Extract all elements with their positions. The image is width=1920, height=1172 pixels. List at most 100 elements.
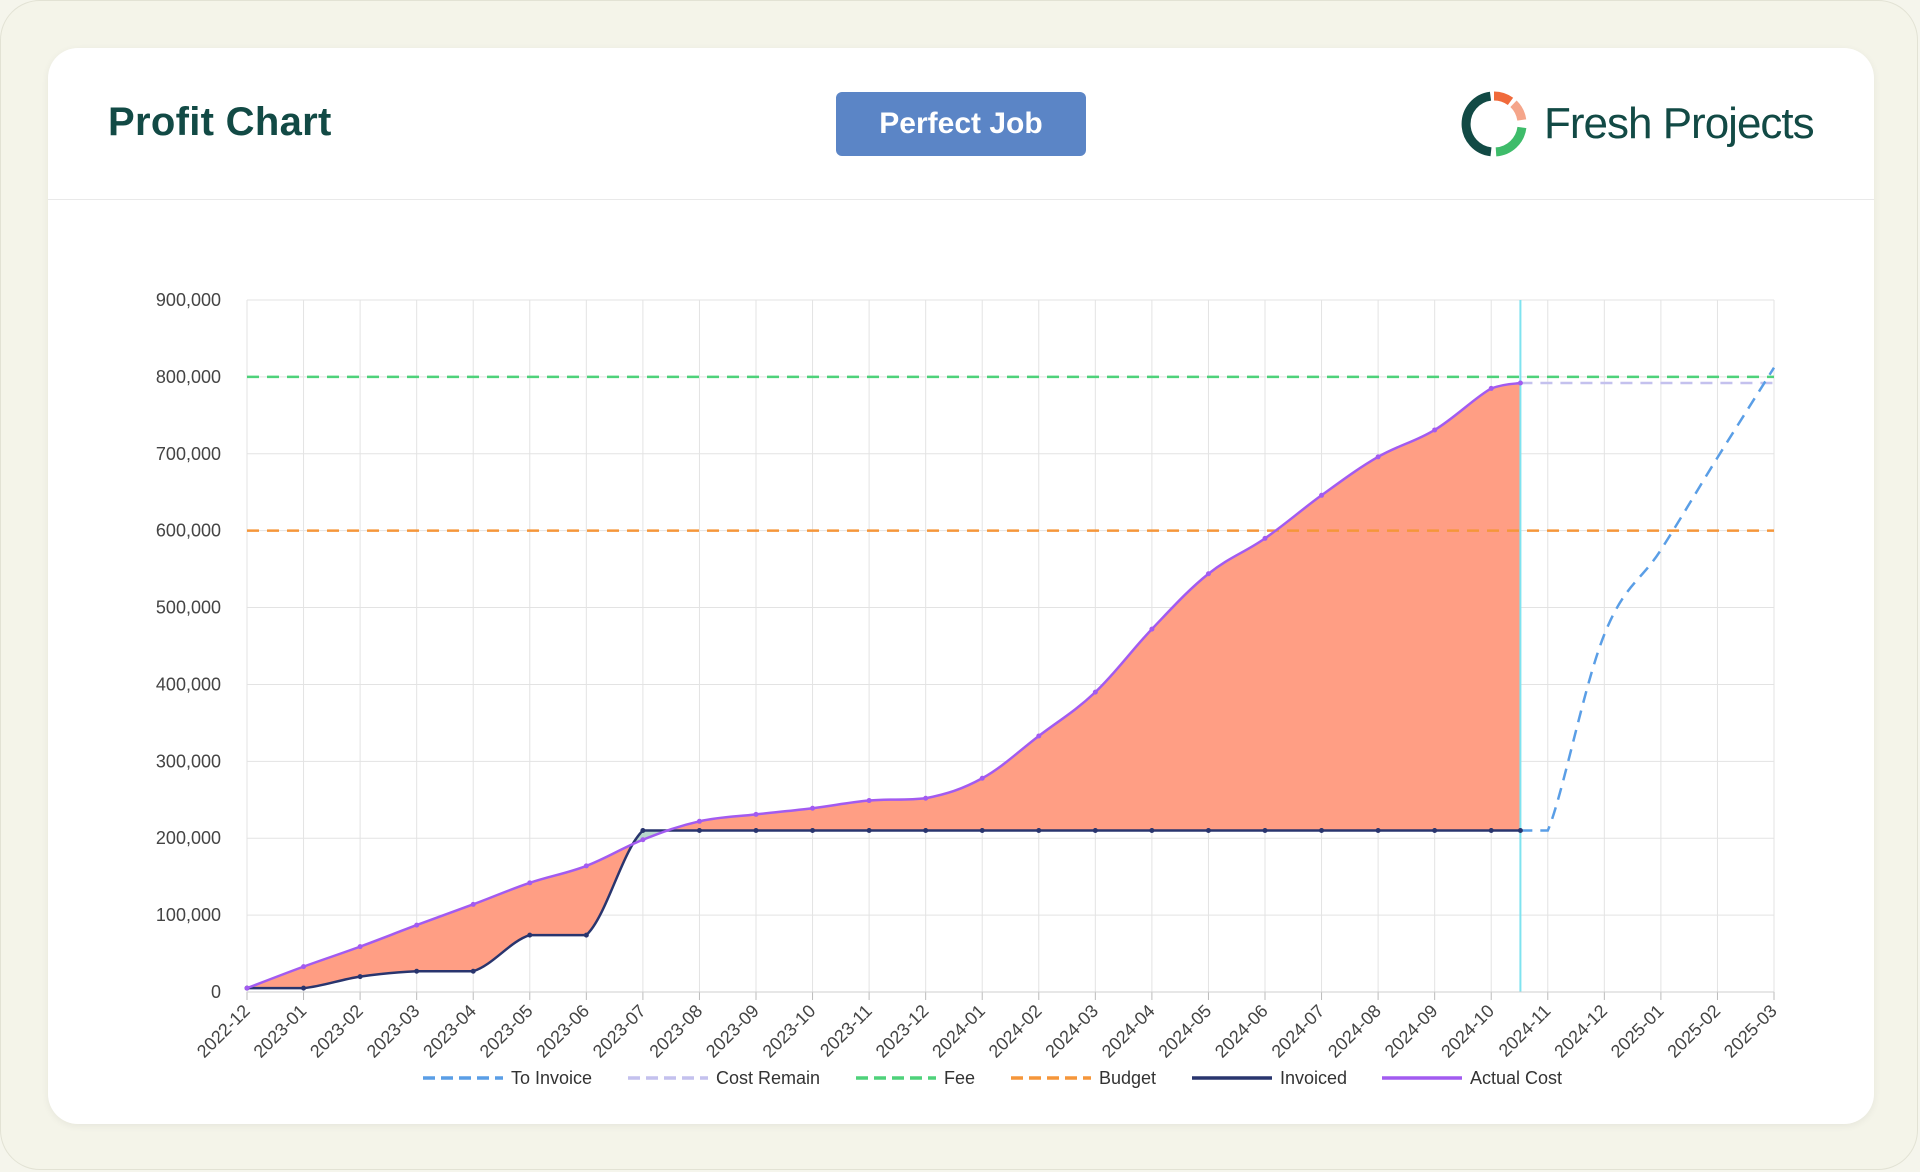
x-tick-label: 2023-12 [872, 1001, 933, 1062]
invoiced-point [1375, 828, 1381, 834]
invoiced-point [696, 828, 702, 834]
y-tick-label: 400,000 [156, 674, 221, 694]
invoiced-point [1036, 828, 1042, 834]
y-tick-label: 200,000 [156, 828, 221, 848]
x-tick-label: 2024-02 [985, 1001, 1046, 1062]
y-tick-label: 700,000 [156, 444, 221, 464]
invoiced-point [357, 974, 363, 980]
invoiced-point [1488, 828, 1494, 834]
actual-cost-point [244, 985, 250, 991]
x-tick-label: 2024-10 [1437, 1001, 1498, 1062]
actual-cost-point [1375, 454, 1381, 460]
legend-label-fee: Fee [944, 1068, 975, 1088]
x-tick-label: 2023-05 [476, 1001, 537, 1062]
x-tick-label: 2023-03 [363, 1001, 424, 1062]
y-tick-label: 600,000 [156, 521, 221, 541]
x-tick-label: 2024-03 [1041, 1001, 1102, 1062]
page-title: Profit Chart [108, 100, 332, 144]
x-tick-label: 2024-07 [1268, 1001, 1329, 1062]
actual-cost-point [357, 944, 363, 950]
actual-cost-point [1488, 385, 1494, 391]
actual-cost-point [1262, 535, 1268, 541]
actual-cost-point [979, 775, 985, 781]
actual-cost-point [301, 964, 307, 970]
actual-cost-point [1036, 733, 1042, 739]
x-tick-label: 2025-01 [1607, 1001, 1668, 1062]
y-tick-label: 800,000 [156, 367, 221, 387]
x-tick-label: 2023-04 [419, 1001, 480, 1062]
logo-ring-icon [1461, 91, 1527, 157]
x-tick-label: 2024-12 [1550, 1001, 1611, 1062]
actual-cost-point [753, 811, 759, 817]
x-tick-label: 2022-12 [193, 1001, 254, 1062]
x-tick-label: 2024-06 [1211, 1001, 1272, 1062]
x-tick-label: 2024-09 [1381, 1001, 1442, 1062]
y-tick-label: 300,000 [156, 751, 221, 771]
actual-cost-point [696, 818, 702, 824]
actual-cost-point [1517, 380, 1523, 386]
profit-chart: 0 100,000 200,000 300,000 400,000 500,000 600,… [156, 290, 1781, 1088]
x-tick-label: 2023-10 [759, 1001, 820, 1062]
invoiced-point [1432, 828, 1438, 834]
invoiced-point [866, 828, 872, 834]
x-tick-label: 2024-04 [1098, 1001, 1159, 1062]
invoiced-point [1149, 828, 1155, 834]
x-tick-label: 2025-02 [1663, 1001, 1724, 1062]
chart-card: Profit Chart Perfect Job Fresh Projects … [48, 48, 1874, 1124]
invoiced-point [583, 932, 589, 938]
invoiced-point [923, 828, 929, 834]
x-tick-label: 2023-02 [306, 1001, 367, 1062]
x-tick-label: 2023-06 [532, 1001, 593, 1062]
actual-cost-point [470, 901, 476, 907]
x-tick-label: 2023-08 [645, 1001, 706, 1062]
x-tick-label: 2023-09 [702, 1001, 763, 1062]
actual-cost-point [923, 795, 929, 801]
y-tick-label: 0 [211, 982, 221, 1002]
invoiced-point [979, 828, 985, 834]
x-tick-label: 2024-11 [1495, 1001, 1555, 1061]
y-tick-label: 500,000 [156, 598, 221, 618]
invoiced-point [1517, 828, 1523, 834]
invoiced-point [470, 968, 476, 974]
invoiced-point [1092, 828, 1098, 834]
invoiced-point [527, 932, 533, 938]
actual-cost-point [810, 805, 816, 811]
actual-cost-point [527, 880, 533, 886]
x-tick-label: 2023-07 [589, 1001, 650, 1062]
actual-cost-point [1432, 427, 1438, 433]
legend-label-to-invoice: To Invoice [511, 1068, 592, 1088]
legend-label-invoiced: Invoiced [1280, 1068, 1347, 1088]
card-header: Profit Chart Perfect Job Fresh Projects [48, 48, 1874, 200]
x-tick-label: 2024-05 [1154, 1001, 1215, 1062]
invoiced-point [301, 985, 307, 991]
y-tick-label: 100,000 [156, 905, 221, 925]
actual-cost-point [866, 798, 872, 804]
invoiced-point [1319, 828, 1325, 834]
x-tick-label: 2024-08 [1324, 1001, 1385, 1062]
to-invoice-line [1520, 366, 1776, 832]
brand-logo: Fresh Projects [1460, 84, 1815, 164]
actual-cost-point [1319, 492, 1325, 498]
job-name-button[interactable]: Perfect Job [836, 92, 1086, 156]
actual-cost-point [583, 863, 589, 869]
x-tick-label: 2023-11 [816, 1001, 876, 1061]
legend-label-budget: Budget [1099, 1068, 1156, 1088]
actual-cost-point [1149, 626, 1155, 632]
actual-cost-point [1092, 689, 1098, 695]
invoiced-point [753, 828, 759, 834]
actual-cost-point [640, 837, 646, 843]
x-tick-label: 2025-03 [1720, 1001, 1781, 1062]
invoiced-point [1262, 828, 1268, 834]
invoiced-point [414, 968, 420, 974]
invoiced-point [810, 828, 816, 834]
x-tick-label: 2024-01 [928, 1001, 989, 1062]
invoiced-point [640, 828, 646, 834]
x-tick-label: 2023-01 [250, 1001, 311, 1062]
actual-cost-point [1205, 571, 1211, 577]
legend-label-cost-remain: Cost Remain [716, 1068, 820, 1088]
y-tick-label: 900,000 [156, 290, 221, 310]
loss-area [247, 383, 1521, 989]
actual-cost-point [414, 922, 420, 928]
logo-text: Fresh Projects [1544, 99, 1815, 148]
